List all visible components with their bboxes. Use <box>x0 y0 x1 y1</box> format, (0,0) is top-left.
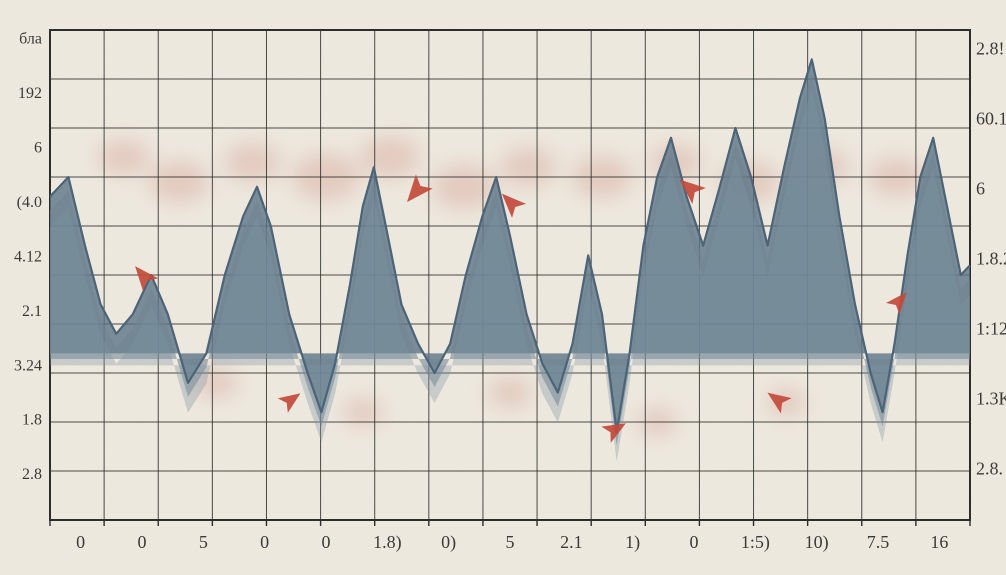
x-label: 5 <box>199 532 208 552</box>
x-label: 1:5) <box>741 532 770 553</box>
y-left-label: 1.8 <box>22 412 42 429</box>
y-right-label: 6 <box>976 179 985 199</box>
x-label: 0) <box>441 532 456 553</box>
y-left-label: 192 <box>18 85 42 102</box>
x-label: 1) <box>625 532 640 553</box>
y-left-label: (4.0 <box>17 194 42 211</box>
y-left-label: 2.8 <box>22 466 42 483</box>
y-right-label: 2.8! <box>976 39 1005 59</box>
x-label: 0 <box>690 532 699 552</box>
chart-container: бла 192 6 (4.0 4.12 2.1 3.24 1.8 2.8 2.8! 60.1/6 1.… <box>0 0 1006 575</box>
y-left-label: 3.24 <box>14 357 42 374</box>
x-label: 0 <box>260 532 269 552</box>
y-right-label: 1.3K <box>976 389 1006 409</box>
y-right-label: 1.8.2 <box>976 249 1006 269</box>
x-label: 0 <box>322 532 331 552</box>
x-label: 2.1 <box>560 532 583 552</box>
x-label: 16 <box>930 532 948 552</box>
x-label: 1.8) <box>373 532 402 553</box>
y-right-label: 60.1/ <box>976 109 1006 129</box>
y-right-label: 2.8. <box>976 459 1003 479</box>
y-left-label: 6 <box>34 140 42 157</box>
y-right-label: 1:12 <box>976 319 1006 339</box>
x-label: 0 <box>138 532 147 552</box>
y-left-label: 4.12 <box>14 248 42 265</box>
x-label: 10) <box>805 532 829 553</box>
x-label: 0 <box>76 532 85 552</box>
y-left-label: бла <box>19 31 42 48</box>
x-label: 7.5 <box>867 532 890 552</box>
chart-svg: бла 192 6 (4.0 4.12 2.1 3.24 1.8 2.8 2.8! 60.1/6 1.… <box>0 0 1006 575</box>
x-label: 5 <box>506 532 515 552</box>
y-left-label: 2.1 <box>22 303 42 320</box>
